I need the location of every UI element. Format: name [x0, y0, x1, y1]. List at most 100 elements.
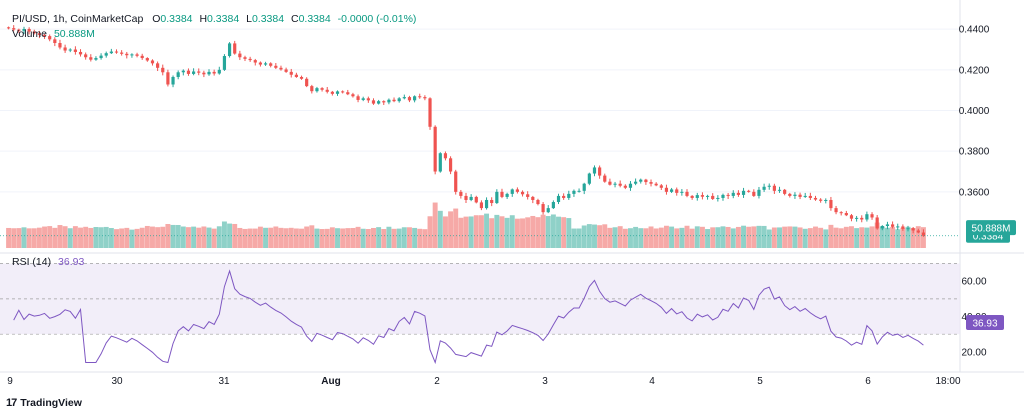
volume-bar	[201, 226, 207, 248]
candle-body	[161, 67, 165, 73]
candle-body	[78, 51, 83, 55]
candle-body	[73, 49, 77, 52]
candle-body	[299, 76, 304, 79]
candle-body	[238, 53, 242, 58]
candle-body	[84, 54, 88, 58]
candle-body	[757, 189, 761, 196]
volume-bar	[915, 226, 921, 248]
price-tick-label: 0.4400	[959, 25, 990, 36]
change-value: -0.0000 (-0.01%)	[337, 13, 417, 25]
candle-body	[634, 181, 638, 184]
candle-body	[387, 99, 391, 103]
volume-bar	[648, 226, 654, 248]
candle-body	[875, 217, 879, 229]
volume-bar	[715, 227, 721, 248]
candle-body	[618, 183, 622, 186]
volume-bar	[386, 226, 392, 248]
candle-body	[27, 28, 31, 32]
candle-body	[500, 191, 504, 197]
volume-bar	[761, 225, 767, 248]
volume-bar	[802, 228, 808, 248]
candle-body	[145, 58, 149, 61]
volume-bar	[663, 225, 669, 248]
candle-body	[156, 63, 160, 68]
candle-body	[42, 34, 47, 37]
tradingview-brand[interactable]: 17 TradingView	[6, 397, 82, 409]
candle-body	[63, 47, 67, 51]
volume-bar	[381, 228, 387, 248]
volume-bar	[396, 228, 402, 248]
volume-bar	[859, 227, 865, 248]
candle-body	[407, 97, 412, 101]
volume-bar	[242, 228, 248, 248]
volume-label: Volume	[12, 28, 48, 40]
candle-body	[849, 215, 854, 219]
volume-bar	[376, 227, 382, 248]
chart-header: PI/USD, 1h, CoinMarketCap O0.3384 H0.338…	[12, 13, 416, 25]
candle-body	[109, 51, 113, 54]
candle-body	[736, 192, 740, 195]
volume-bar	[797, 227, 803, 248]
candle-body	[829, 199, 833, 209]
candle-body	[17, 29, 21, 31]
candle-body	[114, 51, 119, 53]
candle-body	[526, 194, 530, 197]
volume-bar	[427, 216, 433, 248]
volume-bar	[720, 226, 726, 248]
candle-body	[186, 70, 191, 74]
volume-bar	[597, 225, 603, 248]
candle-body	[788, 193, 792, 196]
volume-bar	[365, 229, 371, 248]
candle-body	[659, 185, 663, 188]
volume-bar	[448, 211, 454, 248]
volume-bar	[854, 228, 860, 248]
time-tick-label: 2	[434, 376, 440, 387]
volume-bar	[884, 227, 890, 248]
candle-body	[752, 191, 756, 196]
volume-bar	[561, 217, 567, 248]
candles	[6, 25, 926, 237]
candle-body	[808, 195, 812, 198]
volume-bar	[658, 227, 664, 248]
candle-body	[433, 126, 437, 172]
candle-body	[865, 214, 869, 220]
candle-body	[279, 67, 283, 70]
rsi-value: 36.93	[58, 256, 85, 268]
price-tick-label: 0.3800	[959, 147, 990, 158]
candle-body	[150, 60, 155, 64]
candle-body	[731, 192, 735, 196]
candle-body	[608, 181, 612, 185]
candle-body	[906, 228, 910, 230]
volume-bar	[792, 226, 798, 248]
volume-bar	[622, 228, 628, 248]
volume-bar	[165, 223, 171, 248]
candle-body	[901, 226, 905, 229]
candle-body	[202, 72, 206, 75]
volume-bar	[252, 228, 258, 248]
candle-body	[639, 179, 643, 182]
volume-bar	[422, 229, 428, 248]
volume-bar	[263, 227, 269, 248]
high-label: H	[199, 13, 208, 25]
candle-body	[459, 191, 463, 196]
volume-bar	[16, 228, 22, 248]
volume-bar	[849, 226, 854, 248]
rsi-line	[13, 269, 924, 365]
volume-bar	[417, 228, 423, 248]
candle-body	[510, 189, 514, 194]
price-grid	[0, 0, 1024, 373]
volume-bar	[638, 228, 644, 248]
volume-bar	[550, 214, 556, 248]
volume-bar	[602, 224, 608, 248]
volume-bar	[545, 216, 551, 248]
candle-body	[675, 189, 679, 193]
volume-bar	[499, 216, 505, 248]
candle-body	[22, 28, 26, 31]
volume-bar	[463, 216, 469, 248]
candle-body	[135, 54, 139, 56]
volume-bar	[756, 225, 762, 248]
symbol-title: PI/USD, 1h, CoinMarketCap	[12, 13, 144, 25]
candle-body	[448, 158, 453, 172]
close-label: C	[290, 13, 299, 25]
candle-body	[839, 212, 843, 214]
